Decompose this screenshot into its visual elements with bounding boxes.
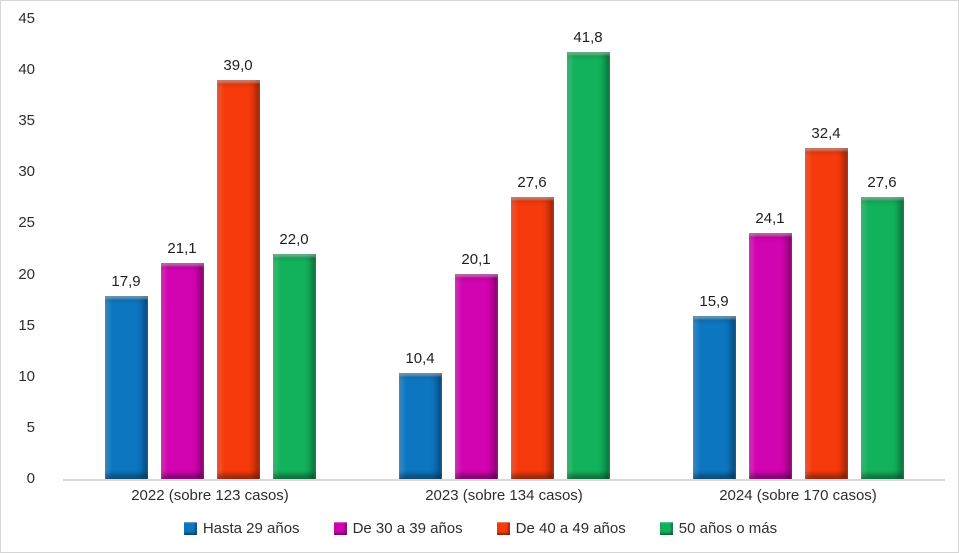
bar-group: 15,9 24,1 32,4 27,6	[651, 19, 945, 479]
y-axis: 45 40 35 30 25 20 15 10 5 0	[1, 1, 35, 552]
bar	[748, 232, 792, 479]
bar-value-label: 41,8	[573, 28, 603, 46]
bar-column: 39,0	[216, 57, 260, 479]
x-category-label: 2023 (sobre 134 casos)	[425, 487, 583, 504]
y-tick-label: 30	[18, 163, 35, 181]
bar-value-label: 21,1	[167, 240, 197, 258]
bar-value-label: 10,4	[405, 349, 435, 367]
bar-column: 27,6	[860, 174, 904, 479]
bar	[216, 80, 260, 479]
x-category-label: 2024 (sobre 170 casos)	[719, 487, 877, 504]
bar-value-label: 32,4	[811, 124, 841, 142]
legend-marker-icon	[183, 522, 197, 535]
bar-column: 17,9	[104, 273, 148, 479]
bar-column: 24,1	[748, 210, 792, 479]
bar	[398, 372, 442, 479]
legend-marker-icon	[333, 522, 347, 535]
legend-item: Hasta 29 años	[183, 520, 300, 537]
y-tick-label: 25	[18, 214, 35, 232]
bar-column: 21,1	[160, 240, 204, 479]
bar-value-label: 24,1	[755, 209, 785, 227]
x-category-label: 2022 (sobre 123 casos)	[131, 487, 289, 504]
y-tick-label: 10	[18, 367, 35, 385]
legend-item: De 40 a 49 años	[496, 520, 626, 537]
legend-label: Hasta 29 años	[202, 520, 300, 537]
x-axis-labels: 2022 (sobre 123 casos) 2023 (sobre 134 ca…	[63, 487, 945, 504]
legend-item: 50 años o más	[659, 520, 778, 537]
legend-label: De 40 a 49 años	[515, 520, 626, 537]
y-tick-label: 0	[26, 470, 35, 487]
bar-group: 17,9 21,1 39,0 22,0	[63, 19, 357, 479]
bar-value-label: 27,6	[867, 173, 897, 191]
bar	[454, 273, 498, 479]
y-tick-label: 15	[18, 316, 35, 334]
bar-column: 27,6	[510, 174, 554, 479]
y-tick-label: 20	[18, 265, 35, 283]
bar-group: 10,4 20,1 27,6 41,8	[357, 19, 651, 479]
bar-value-label: 15,9	[699, 293, 729, 311]
bar	[566, 51, 610, 479]
bar	[692, 316, 736, 479]
bar-value-label: 27,6	[517, 173, 547, 191]
legend-marker-icon	[659, 522, 673, 535]
bar	[160, 263, 204, 479]
bar-value-label: 17,9	[111, 273, 141, 291]
bar	[510, 196, 554, 479]
legend-marker-icon	[496, 522, 510, 535]
bar-value-label: 39,0	[223, 57, 253, 75]
bar	[104, 296, 148, 479]
bar-value-label: 22,0	[279, 231, 309, 249]
legend-label: De 30 a 39 años	[352, 520, 463, 537]
bar	[272, 254, 316, 479]
legend-label: 50 años o más	[678, 520, 778, 537]
bar	[804, 147, 848, 479]
y-tick-label: 45	[18, 10, 35, 27]
legend-item: De 30 a 39 años	[333, 520, 463, 537]
bar-value-label: 20,1	[461, 250, 491, 268]
y-tick-label: 40	[18, 61, 35, 79]
bar	[860, 196, 904, 479]
bar-column: 41,8	[566, 29, 610, 479]
bar-column: 15,9	[692, 293, 736, 479]
legend: Hasta 29 años De 30 a 39 años De 40 a 49 a…	[1, 520, 958, 537]
y-tick-label: 35	[18, 112, 35, 130]
bar-column: 20,1	[454, 251, 498, 479]
bar-column: 22,0	[272, 231, 316, 479]
y-tick-label: 5	[26, 418, 35, 436]
bar-column: 32,4	[804, 125, 848, 479]
plot-area: 17,9 21,1 39,0 22,0 10,4 20,1 27,6 41,8 15,9 24,1…	[63, 19, 945, 481]
bar-column: 10,4	[398, 350, 442, 479]
